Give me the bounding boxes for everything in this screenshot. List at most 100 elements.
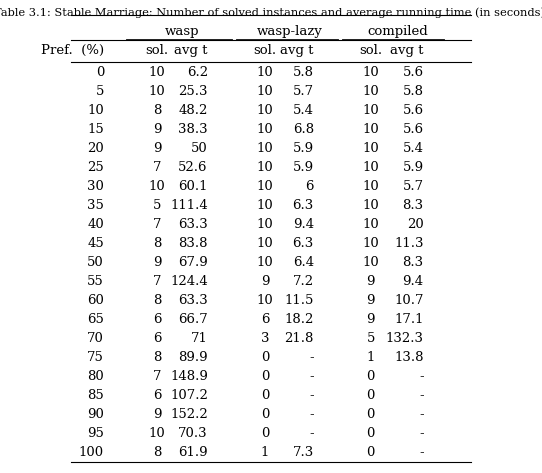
Text: 25: 25: [87, 161, 104, 174]
Text: avg t: avg t: [390, 44, 424, 57]
Text: 5: 5: [95, 85, 104, 98]
Text: 9: 9: [153, 123, 161, 136]
Text: 9.4: 9.4: [293, 218, 314, 231]
Text: 30: 30: [87, 180, 104, 193]
Text: 6: 6: [153, 389, 161, 402]
Text: 8: 8: [153, 446, 161, 459]
Text: 66.7: 66.7: [178, 313, 208, 326]
Text: 5.9: 5.9: [293, 161, 314, 174]
Text: 100: 100: [79, 446, 104, 459]
Text: 5.9: 5.9: [403, 161, 424, 174]
Text: 10: 10: [256, 161, 273, 174]
Text: 63.3: 63.3: [178, 294, 208, 307]
Text: 10: 10: [256, 237, 273, 250]
Text: 90: 90: [87, 408, 104, 421]
Text: 9: 9: [366, 294, 375, 307]
Text: -: -: [309, 389, 314, 402]
Text: -: -: [309, 351, 314, 364]
Text: 6.8: 6.8: [293, 123, 314, 136]
Text: 0: 0: [261, 370, 269, 383]
Text: 63.3: 63.3: [178, 218, 208, 231]
Text: 11.5: 11.5: [285, 294, 314, 307]
Text: 5.4: 5.4: [293, 104, 314, 117]
Text: 20: 20: [87, 142, 104, 155]
Text: 18.2: 18.2: [285, 313, 314, 326]
Text: 15: 15: [87, 123, 104, 136]
Text: 0: 0: [261, 408, 269, 421]
Text: 9.4: 9.4: [403, 275, 424, 288]
Text: -: -: [309, 370, 314, 383]
Text: 10: 10: [363, 218, 379, 231]
Text: 10: 10: [256, 123, 273, 136]
Text: 1: 1: [261, 446, 269, 459]
Text: 5.7: 5.7: [403, 180, 424, 193]
Text: Pref.  (%): Pref. (%): [41, 44, 104, 57]
Text: 10: 10: [149, 85, 165, 98]
Text: 21.8: 21.8: [285, 332, 314, 345]
Text: 25.3: 25.3: [178, 85, 208, 98]
Text: sol.: sol.: [359, 44, 382, 57]
Text: 71: 71: [191, 332, 208, 345]
Text: 10: 10: [363, 66, 379, 79]
Text: 10: 10: [256, 294, 273, 307]
Text: 8: 8: [153, 104, 161, 117]
Text: 10: 10: [363, 85, 379, 98]
Text: 45: 45: [87, 237, 104, 250]
Text: 7.3: 7.3: [293, 446, 314, 459]
Text: 6: 6: [261, 313, 269, 326]
Text: 55: 55: [87, 275, 104, 288]
Text: 7: 7: [153, 370, 161, 383]
Text: 9: 9: [153, 256, 161, 269]
Text: 10: 10: [363, 237, 379, 250]
Text: 5.9: 5.9: [293, 142, 314, 155]
Text: 48.2: 48.2: [178, 104, 208, 117]
Text: 0: 0: [261, 427, 269, 440]
Text: 5.8: 5.8: [293, 66, 314, 79]
Text: 6.2: 6.2: [187, 66, 208, 79]
Text: 75: 75: [87, 351, 104, 364]
Text: 0: 0: [366, 446, 375, 459]
Text: 3: 3: [261, 332, 269, 345]
Text: -: -: [419, 370, 424, 383]
Text: 10: 10: [256, 104, 273, 117]
Text: 20: 20: [407, 218, 424, 231]
Text: 0: 0: [366, 389, 375, 402]
Text: 50: 50: [191, 142, 208, 155]
Text: 7: 7: [153, 161, 161, 174]
Text: 5: 5: [153, 199, 161, 212]
Text: 10: 10: [363, 142, 379, 155]
Text: 8: 8: [153, 351, 161, 364]
Text: 61.9: 61.9: [178, 446, 208, 459]
Text: 9: 9: [153, 408, 161, 421]
Text: 8.3: 8.3: [403, 256, 424, 269]
Text: 9: 9: [366, 275, 375, 288]
Text: 1: 1: [366, 351, 375, 364]
Text: 10: 10: [256, 218, 273, 231]
Text: 8: 8: [153, 237, 161, 250]
Text: 6: 6: [153, 332, 161, 345]
Text: compiled: compiled: [367, 25, 428, 37]
Text: -: -: [419, 427, 424, 440]
Text: 70.3: 70.3: [178, 427, 208, 440]
Text: 10: 10: [256, 180, 273, 193]
Text: sol.: sol.: [253, 44, 276, 57]
Text: 17.1: 17.1: [394, 313, 424, 326]
Text: 40: 40: [87, 218, 104, 231]
Text: 10: 10: [363, 104, 379, 117]
Text: 7: 7: [153, 275, 161, 288]
Text: 10: 10: [149, 180, 165, 193]
Text: 124.4: 124.4: [170, 275, 208, 288]
Text: 5.4: 5.4: [403, 142, 424, 155]
Text: 0: 0: [366, 427, 375, 440]
Text: 10: 10: [256, 256, 273, 269]
Text: Table 3.1: Stable Marriage: Number of solved instances and average running time : Table 3.1: Stable Marriage: Number of so…: [0, 7, 542, 18]
Text: 7: 7: [153, 218, 161, 231]
Text: 8: 8: [153, 294, 161, 307]
Text: 107.2: 107.2: [170, 389, 208, 402]
Text: -: -: [419, 389, 424, 402]
Text: 85: 85: [87, 389, 104, 402]
Text: wasp: wasp: [165, 25, 199, 37]
Text: 10: 10: [363, 180, 379, 193]
Text: 111.4: 111.4: [170, 199, 208, 212]
Text: 10: 10: [363, 161, 379, 174]
